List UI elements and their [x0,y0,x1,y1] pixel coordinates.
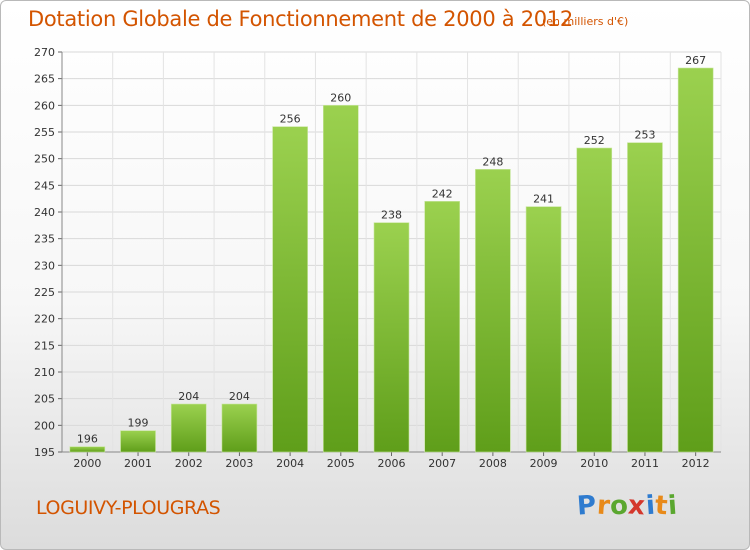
bar-2010 [576,147,613,453]
x-tick-label: 2012 [682,457,710,470]
x-tick-label: 2002 [175,457,203,470]
y-tick-label: 205 [34,393,55,406]
x-tick-label: 2001 [124,457,152,470]
bar-2005 [323,105,359,453]
y-tick-label: 240 [34,206,55,219]
data-label: 267 [685,54,706,67]
data-label: 248 [482,155,503,168]
labels: 195 200 205 210 215 220 225 230 235 240 245 250 255 2… [34,46,710,470]
y-tick-label: 210 [34,366,55,379]
bar-2006 [373,222,410,453]
bar-2004 [272,126,308,453]
bar-2002 [170,403,207,453]
y-tick-label: 260 [34,99,55,112]
place-name: LOGUIVY-PLOUGRAS [36,497,221,519]
bar-2007 [424,201,460,453]
bar-2008 [475,169,511,453]
bar-2012 [677,67,714,453]
data-label: 260 [330,91,351,104]
chart-title: Dotation Globale de Fonctionnement de 20… [28,7,573,31]
x-tick-label: 2000 [73,457,101,470]
data-label: 241 [533,193,554,206]
x-tick-label: 2004 [276,457,304,470]
bar-2001 [120,430,156,453]
y-tick-label: 200 [34,419,55,432]
data-label: 204 [178,390,199,403]
y-tick-label: 235 [34,233,55,246]
y-tick-label: 195 [34,446,55,459]
x-tick-label: 2009 [530,457,558,470]
data-label: 199 [128,417,149,430]
y-tick-label: 230 [34,259,55,272]
x-tick-label: 2006 [378,457,406,470]
x-tick-label: 2010 [580,457,608,470]
bars [69,67,714,453]
data-label: 196 [77,433,98,446]
data-label: 204 [229,390,250,403]
logo-letter: x [627,490,647,522]
logo-letter: P [575,490,598,522]
data-label: 238 [381,209,402,222]
x-tick-label: 2008 [479,457,507,470]
y-tick-label: 265 [34,73,55,86]
x-tick-label: 2005 [327,457,355,470]
bar-2011 [627,142,663,453]
bar-2000 [69,446,106,453]
y-tick-label: 255 [34,126,55,139]
data-label: 252 [584,134,605,147]
x-tick-label: 2011 [631,457,659,470]
y-tick-label: 215 [34,339,55,352]
bar-2003 [221,403,258,453]
y-tick-label: 225 [34,286,55,299]
proxiti-logo[interactable]: Proxiti [575,490,679,522]
data-label: 253 [634,129,655,142]
y-tick-label: 245 [34,179,55,192]
logo-letter: i [666,490,679,522]
x-tick-label: 2003 [225,457,253,470]
unit-note: (en milliers d'€) [542,15,629,28]
y-tick-label: 270 [34,46,55,59]
data-label: 256 [280,113,301,126]
bar-2009 [525,206,562,453]
x-tick-label: 2007 [428,457,456,470]
data-label: 242 [432,187,453,200]
y-tick-label: 250 [34,153,55,166]
y-tick-label: 220 [34,313,55,326]
